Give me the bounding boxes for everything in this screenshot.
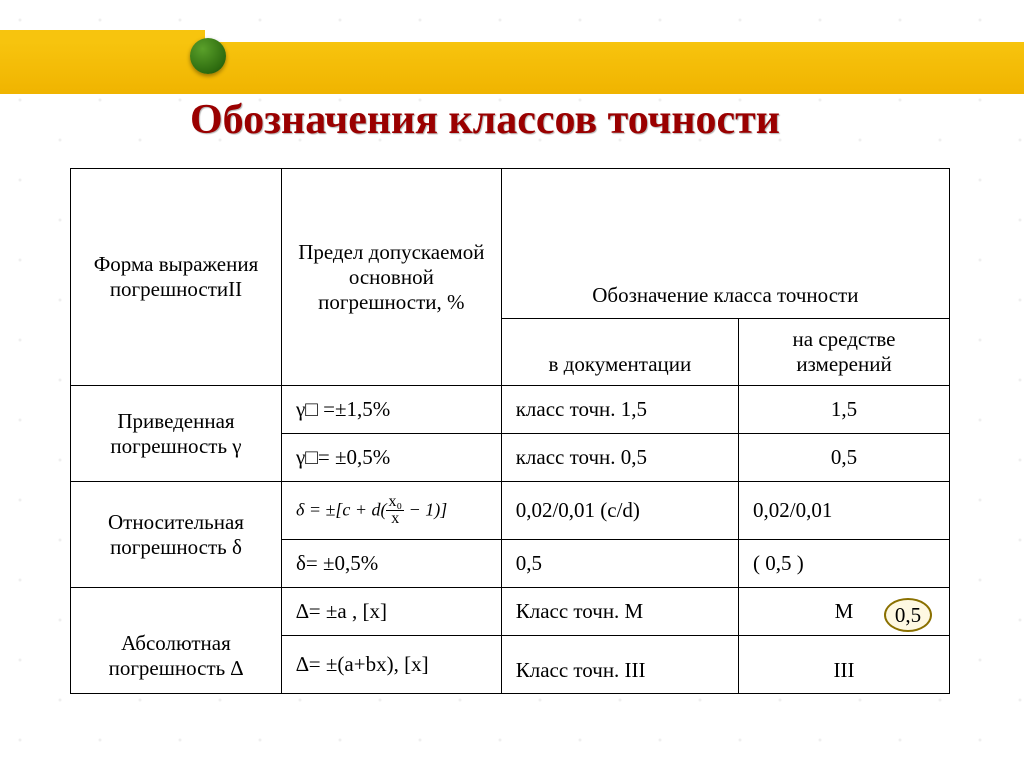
cell-limit: δ= ±0,5% xyxy=(281,540,501,588)
cell-limit: ∆= ±a , [x] xyxy=(281,588,501,636)
cell-doc: 0,5 xyxy=(501,540,738,588)
decor-band-main xyxy=(0,42,1024,94)
formula-prefix: δ = ±[c + d( xyxy=(296,499,387,519)
slide-title: Обозначения классов точности xyxy=(190,96,780,144)
header-form: Форма выражения погрешностиII xyxy=(71,169,282,386)
cell-limit: γ□ =±1,5% xyxy=(281,386,501,434)
formula-suffix: − 1)] xyxy=(404,499,447,519)
header-on-instrument: на средстве измерений xyxy=(739,319,950,386)
cell-doc: класс точн. 1,5 xyxy=(501,386,738,434)
header-limit: Предел допускаемой основной погрешности,… xyxy=(281,169,501,386)
row-absolute-label: Абсолютная погрешность ∆ xyxy=(71,588,282,694)
row-relative-label: Относительная погрешность δ xyxy=(71,482,282,588)
cell-instr: 0,5 xyxy=(739,434,950,482)
cell-doc: Класс точн. М xyxy=(501,588,738,636)
cell-instr: 0,02/0,01 xyxy=(739,482,950,540)
bullet-icon xyxy=(190,38,226,74)
cell-instr: 1,5 xyxy=(739,386,950,434)
cell-doc: 0,02/0,01 (c/d) xyxy=(501,482,738,540)
formula-frac-den: x xyxy=(386,511,404,527)
cell-instr: ( 0,5 ) xyxy=(739,540,950,588)
cell-limit: γ□= ±0,5% xyxy=(281,434,501,482)
cell-instr: М xyxy=(739,588,950,636)
accuracy-table: Форма выражения погрешностиII Предел доп… xyxy=(70,168,950,694)
cell-limit: ∆= ±(a+bx), [x] xyxy=(281,636,501,694)
row-reduced-label: Приведенная погрешность γ xyxy=(71,386,282,482)
cell-doc: Класс точн. III xyxy=(501,636,738,694)
formula-frac-num: x₀ xyxy=(386,494,404,511)
cell-instr: III xyxy=(739,636,950,694)
cell-doc: класс точн. 0,5 xyxy=(501,434,738,482)
cell-limit-formula: δ = ±[c + d(x₀x − 1)] xyxy=(281,482,501,540)
header-in-doc: в документации xyxy=(501,319,738,386)
header-designation: Обозначение класса точности xyxy=(501,169,949,319)
